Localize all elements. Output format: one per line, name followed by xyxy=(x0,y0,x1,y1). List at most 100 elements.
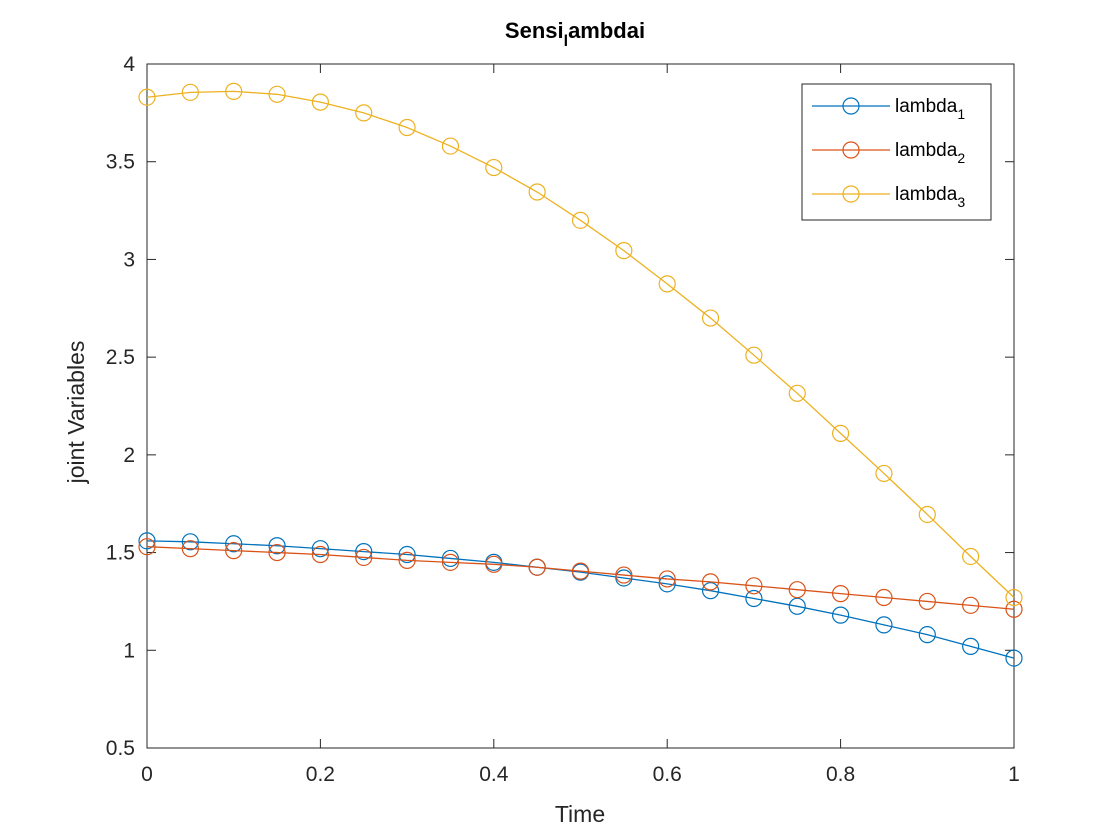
x-tick-label: 0.2 xyxy=(306,763,335,786)
data-point xyxy=(788,581,806,599)
y-tick-label: 2 xyxy=(123,444,135,467)
legend-label: lambda1 xyxy=(895,96,965,122)
data-point xyxy=(875,464,893,483)
data-point xyxy=(571,211,590,229)
data-point xyxy=(441,137,460,155)
data-point xyxy=(658,275,676,293)
data-point xyxy=(528,558,546,576)
data-point xyxy=(962,547,980,566)
data-point xyxy=(962,596,980,614)
legend-entry: lambda3 xyxy=(812,184,965,210)
x-axis-label: Time xyxy=(555,801,605,827)
data-point xyxy=(701,582,720,600)
series-2 xyxy=(138,538,1023,618)
data-point xyxy=(181,533,199,551)
legend-box xyxy=(801,83,992,221)
data-point xyxy=(571,562,590,580)
data-point xyxy=(138,538,156,556)
data-point xyxy=(831,585,850,603)
legend-label-subscript: 1 xyxy=(957,106,965,122)
x-tick-label: 0.8 xyxy=(826,763,855,786)
series-1 xyxy=(138,532,1023,667)
data-point xyxy=(918,626,936,644)
data-point xyxy=(225,82,243,100)
data-point xyxy=(701,573,720,591)
legend-entry: lambda2 xyxy=(812,140,965,166)
data-point xyxy=(398,545,416,564)
y-tick-label: 4 xyxy=(123,53,135,76)
legend-marker xyxy=(842,97,860,115)
data-point xyxy=(918,505,936,524)
data-point xyxy=(831,424,850,442)
data-point xyxy=(311,540,329,558)
series-line xyxy=(146,90,1015,598)
tick-labels: 0 0.2 0.4 0.6 0.8 1 0.5 1 1.5 2 2.5 3 3.5 4 xyxy=(106,53,1020,786)
data-point xyxy=(788,384,806,402)
y-tick-label: 1.5 xyxy=(106,542,135,565)
series-line xyxy=(146,540,1015,659)
title-tail: ambdai xyxy=(568,18,645,43)
series-layer xyxy=(138,82,1023,667)
data-point xyxy=(615,566,633,584)
y-tick-label: 1 xyxy=(123,639,135,662)
data-point xyxy=(1005,649,1023,667)
legend-label-base: lambda xyxy=(895,140,958,161)
data-point xyxy=(528,183,546,201)
data-point xyxy=(268,537,286,555)
data-point xyxy=(138,532,156,550)
data-point xyxy=(831,606,850,624)
legend-marker xyxy=(842,141,860,159)
data-point xyxy=(745,577,763,595)
data-point xyxy=(485,555,503,573)
data-point xyxy=(918,592,936,611)
data-point xyxy=(311,545,329,564)
data-point xyxy=(225,535,243,553)
data-point xyxy=(615,242,633,260)
data-point xyxy=(355,542,373,561)
data-point xyxy=(441,549,460,568)
series-line xyxy=(146,546,1015,610)
data-point xyxy=(875,588,893,607)
data-point xyxy=(485,158,503,177)
data-point xyxy=(181,83,199,101)
legend-label-base: lambda xyxy=(895,184,958,205)
title-subscript: l xyxy=(564,33,568,50)
data-point xyxy=(658,570,676,588)
data-point xyxy=(311,93,329,111)
x-tick-label: 0.6 xyxy=(653,763,682,786)
data-point xyxy=(441,553,460,571)
data-point xyxy=(1005,600,1023,618)
data-point xyxy=(658,575,676,593)
chart-title: Sensilambdai xyxy=(505,18,645,50)
data-point xyxy=(745,589,763,608)
title-main: Sensi xyxy=(505,18,564,43)
data-point xyxy=(701,309,720,327)
data-point xyxy=(138,88,156,106)
data-point xyxy=(788,597,806,615)
x-tick-label: 1 xyxy=(1008,763,1020,786)
data-point xyxy=(962,637,980,655)
data-point xyxy=(398,551,416,569)
x-tick-label: 0 xyxy=(141,763,153,786)
data-point xyxy=(398,118,416,137)
y-tick-label: 2.5 xyxy=(106,346,135,369)
legend-entry: lambda1 xyxy=(812,96,965,122)
legend-label-base: lambda xyxy=(895,96,958,117)
data-point xyxy=(745,346,763,364)
axes xyxy=(146,63,1015,749)
series-3 xyxy=(138,82,1023,607)
legend-label-subscript: 3 xyxy=(957,194,965,210)
axes-box xyxy=(146,63,1015,749)
y-tick-label: 3 xyxy=(123,248,135,271)
data-point xyxy=(355,104,373,122)
legend-label-subscript: 2 xyxy=(957,150,965,166)
legend-marker xyxy=(842,185,860,203)
x-tick-label: 0.4 xyxy=(479,763,509,786)
data-point xyxy=(355,548,373,567)
data-point xyxy=(225,542,243,560)
data-point xyxy=(875,616,893,634)
data-point xyxy=(268,85,286,103)
legend-label: lambda2 xyxy=(895,140,965,166)
